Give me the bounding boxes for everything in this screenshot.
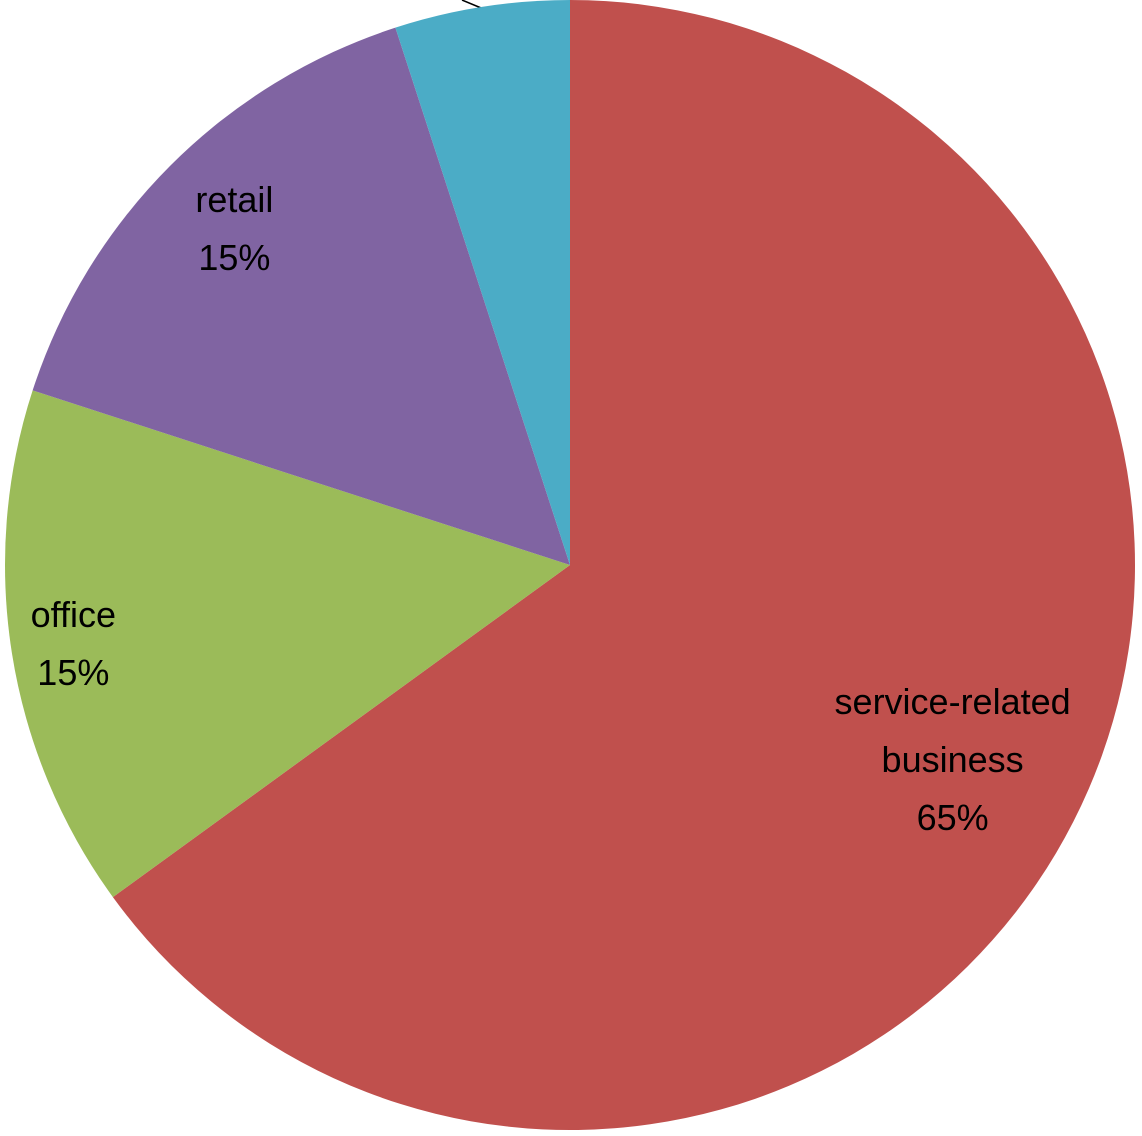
value-label: 65% [916, 796, 989, 838]
category-label: service-related business [834, 680, 1071, 780]
pie-slice [5, 390, 571, 898]
category-label: office [30, 593, 117, 635]
pie-slice [32, 27, 570, 565]
category-label: retail [195, 179, 274, 221]
slice-label: retail 15% [84, 171, 384, 287]
slice-label: office 15% [0, 586, 223, 702]
value-label: 15% [198, 237, 271, 279]
slice-label: service-related business 65% [803, 673, 1103, 847]
value-label: 15% [37, 651, 110, 693]
pie-slice [395, 0, 570, 565]
pie-slice [112, 0, 1135, 1131]
